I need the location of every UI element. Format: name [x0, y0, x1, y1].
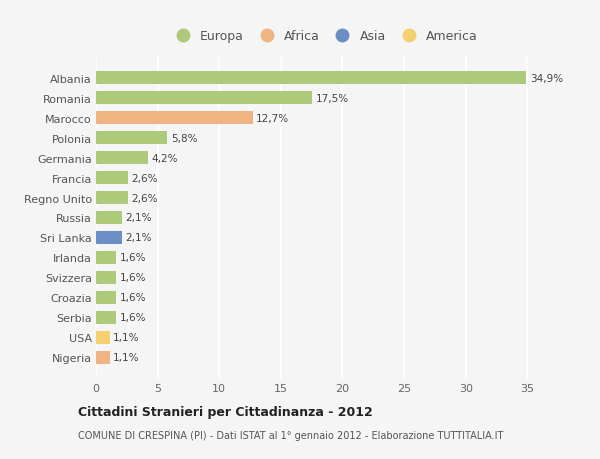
Text: 2,6%: 2,6%	[132, 173, 158, 183]
Text: COMUNE DI CRESPINA (PI) - Dati ISTAT al 1° gennaio 2012 - Elaborazione TUTTITALI: COMUNE DI CRESPINA (PI) - Dati ISTAT al …	[78, 431, 503, 440]
Text: 34,9%: 34,9%	[530, 73, 563, 84]
Bar	[96, 112, 253, 125]
Text: 1,1%: 1,1%	[113, 353, 140, 363]
Text: 2,1%: 2,1%	[125, 213, 152, 223]
Text: 1,6%: 1,6%	[119, 273, 146, 283]
Bar	[96, 212, 122, 224]
Text: 2,6%: 2,6%	[132, 193, 158, 203]
Bar	[96, 172, 128, 185]
Text: 1,6%: 1,6%	[119, 313, 146, 323]
Bar	[96, 231, 122, 245]
Bar	[96, 152, 148, 165]
Bar	[96, 92, 311, 105]
Bar	[96, 72, 526, 85]
Text: 1,1%: 1,1%	[113, 333, 140, 342]
Bar	[96, 351, 110, 364]
Text: 2,1%: 2,1%	[125, 233, 152, 243]
Text: 12,7%: 12,7%	[256, 113, 289, 123]
Legend: Europa, Africa, Asia, America: Europa, Africa, Asia, America	[166, 27, 482, 47]
Text: 5,8%: 5,8%	[171, 133, 197, 143]
Bar	[96, 311, 116, 324]
Text: 1,6%: 1,6%	[119, 253, 146, 263]
Bar	[96, 132, 167, 145]
Bar	[96, 191, 128, 205]
Bar	[96, 271, 116, 284]
Bar	[96, 252, 116, 264]
Bar	[96, 331, 110, 344]
Text: Cittadini Stranieri per Cittadinanza - 2012: Cittadini Stranieri per Cittadinanza - 2…	[78, 405, 373, 419]
Bar	[96, 291, 116, 304]
Text: 1,6%: 1,6%	[119, 293, 146, 303]
Text: 17,5%: 17,5%	[316, 94, 349, 103]
Text: 4,2%: 4,2%	[151, 153, 178, 163]
